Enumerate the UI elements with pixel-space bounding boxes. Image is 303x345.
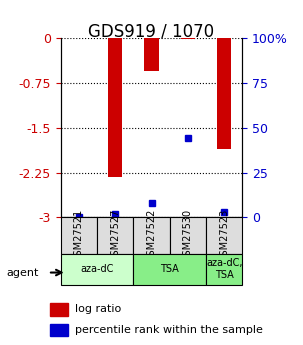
FancyBboxPatch shape <box>133 254 206 285</box>
FancyBboxPatch shape <box>61 217 97 254</box>
Text: aza-dC: aza-dC <box>80 264 114 274</box>
Text: log ratio: log ratio <box>75 304 122 314</box>
Bar <box>50 324 68 336</box>
FancyBboxPatch shape <box>133 217 170 254</box>
Bar <box>50 303 68 316</box>
Text: aza-dC,
TSA: aza-dC, TSA <box>206 258 242 280</box>
Text: percentile rank within the sample: percentile rank within the sample <box>75 325 263 335</box>
Text: GSM27521: GSM27521 <box>74 209 84 262</box>
FancyBboxPatch shape <box>206 254 242 285</box>
Bar <box>181 38 195 39</box>
FancyBboxPatch shape <box>170 217 206 254</box>
Text: GDS919 / 1070: GDS919 / 1070 <box>88 22 215 40</box>
Text: TSA: TSA <box>160 264 179 274</box>
Text: GSM27522: GSM27522 <box>146 209 157 262</box>
FancyBboxPatch shape <box>206 217 242 254</box>
FancyBboxPatch shape <box>97 217 133 254</box>
Text: agent: agent <box>6 268 38 278</box>
Bar <box>108 38 122 177</box>
Bar <box>144 38 159 71</box>
Text: GSM27523: GSM27523 <box>219 209 229 262</box>
Text: GSM27530: GSM27530 <box>183 209 193 262</box>
FancyBboxPatch shape <box>61 254 133 285</box>
Text: GSM27527: GSM27527 <box>110 209 120 262</box>
Bar <box>217 38 231 149</box>
